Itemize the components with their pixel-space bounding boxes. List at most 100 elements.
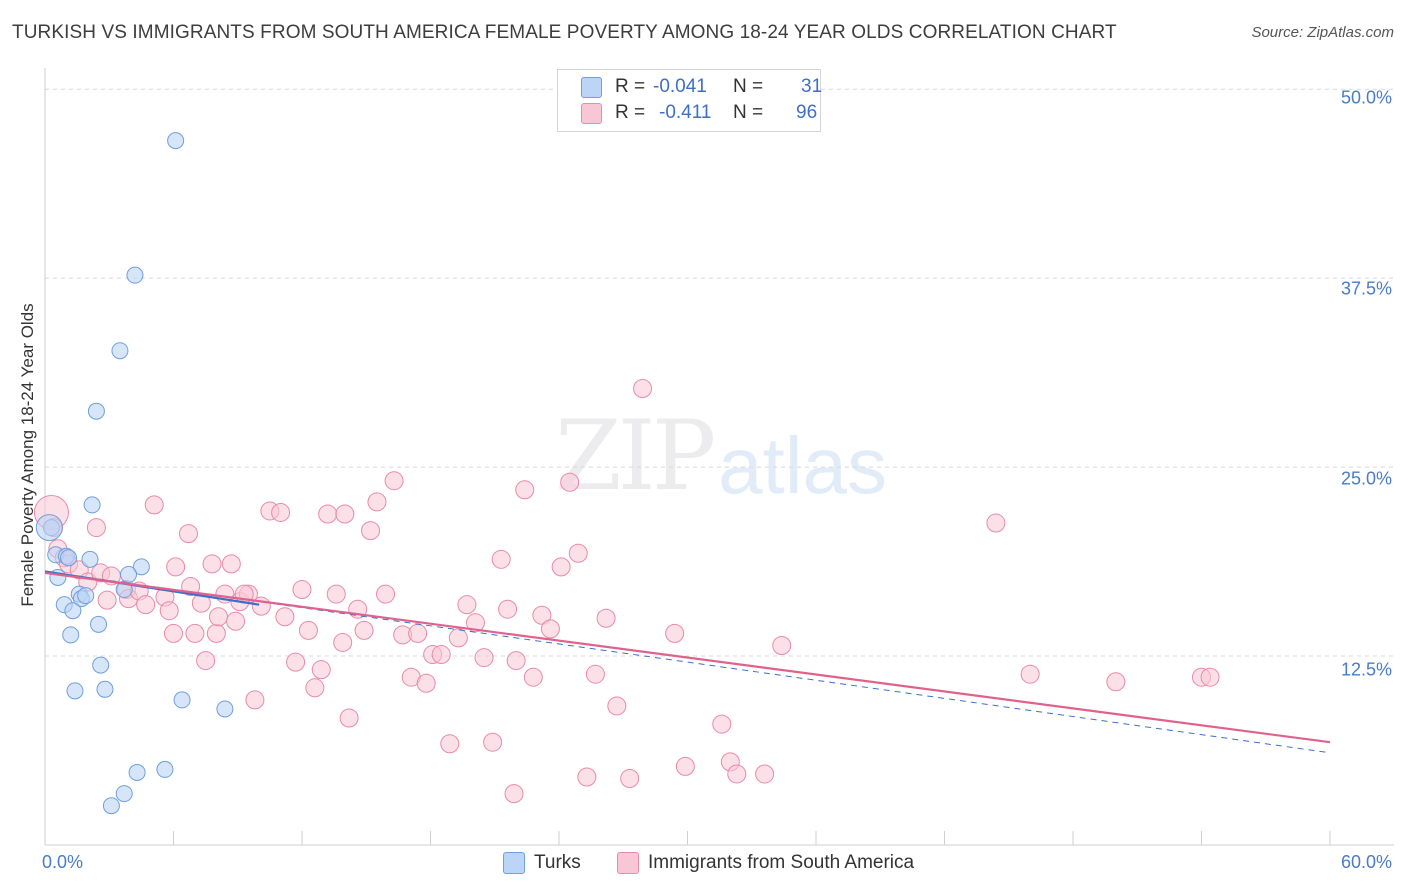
- immigrants-point: [208, 607, 228, 627]
- turks-point: [90, 615, 108, 633]
- immigrants-point: [772, 635, 792, 655]
- immigrants-point: [408, 623, 428, 643]
- turks-point: [216, 700, 234, 718]
- y-tick-label-25: 25.0%: [1340, 468, 1392, 489]
- turks-point: [167, 132, 185, 150]
- stats-box: R = -0.041 N = 31 R = -0.411 N = 96: [557, 69, 823, 132]
- turks-point: [120, 565, 138, 583]
- turks-point: [83, 496, 101, 514]
- immigrants-point: [1200, 667, 1220, 687]
- turks-point: [35, 514, 63, 542]
- turks-point: [66, 682, 84, 700]
- legend-turks-icon: [503, 852, 525, 874]
- immigrants-point: [986, 513, 1006, 533]
- turks-point: [115, 581, 133, 599]
- immigrants-point: [483, 732, 503, 752]
- immigrants-point: [275, 607, 295, 627]
- immigrants-point: [491, 549, 511, 569]
- immigrants-point: [416, 673, 436, 693]
- turks-n-value: 31: [801, 76, 823, 97]
- turks-point: [87, 402, 105, 420]
- turks-point: [77, 587, 95, 605]
- immigrants-point: [384, 471, 404, 491]
- immigrants-point: [560, 472, 580, 492]
- immigrants-point: [596, 608, 616, 628]
- gridlines: [45, 88, 1394, 657]
- turks-point: [173, 691, 191, 709]
- y-tick-label-50: 50.0%: [1340, 87, 1392, 108]
- immigrants-point: [185, 623, 205, 643]
- watermark-zip: ZIP: [555, 400, 716, 512]
- turks-point: [60, 549, 78, 567]
- immigrants-point: [311, 660, 331, 680]
- turks-r-value: -0.041: [653, 76, 707, 97]
- immigrants-n-label: N =: [733, 102, 764, 123]
- immigrants-point: [202, 554, 222, 574]
- immigrants-point: [440, 734, 460, 754]
- immigrants-point: [506, 651, 526, 671]
- immigrants-point: [675, 756, 695, 776]
- legend-immigrants-label: Immigrants from South America: [648, 852, 915, 873]
- turks-point: [156, 760, 174, 778]
- immigrants-point: [448, 628, 468, 648]
- immigrants-point: [431, 645, 451, 665]
- immigrants-point: [577, 767, 597, 787]
- trendlines: [44, 570, 1331, 754]
- immigrants-point: [665, 623, 685, 643]
- immigrants-point: [159, 601, 179, 621]
- immigrants-point: [196, 651, 216, 671]
- immigrants-point: [206, 623, 226, 643]
- immigrants-point: [245, 690, 265, 710]
- immigrants-point: [367, 492, 387, 512]
- immigrants-point: [515, 480, 535, 500]
- immigrants-point: [523, 667, 543, 687]
- immigrants-point: [144, 495, 164, 515]
- immigrants-point: [271, 502, 291, 522]
- immigrants-point: [305, 678, 325, 698]
- watermark-atlas: atlas: [718, 421, 887, 510]
- immigrants-point: [607, 696, 627, 716]
- immigrants-points: [33, 379, 1220, 804]
- y-tick-label-37-5: 37.5%: [1340, 278, 1392, 299]
- immigrants-point: [226, 611, 246, 631]
- y-tick-label-12-5: 12.5%: [1340, 659, 1392, 680]
- legend-turks-label: Turks: [534, 852, 581, 873]
- immigrants-point: [298, 620, 318, 640]
- immigrants-point: [292, 580, 312, 600]
- chart-title: TURKISH VS IMMIGRANTS FROM SOUTH AMERICA…: [12, 22, 1117, 43]
- x-axis-ticks: [173, 831, 1331, 845]
- turks-points: [35, 132, 234, 815]
- turks-point: [102, 797, 120, 815]
- turks-point: [126, 266, 144, 284]
- immigrants-point: [318, 504, 338, 524]
- turks-point: [62, 626, 80, 644]
- turks-point: [115, 785, 133, 803]
- immigrants-r-value: -0.411: [659, 102, 712, 123]
- turks-point: [81, 550, 99, 568]
- immigrants-point: [136, 595, 156, 615]
- immigrants-point: [474, 648, 494, 668]
- turks-point: [92, 656, 110, 674]
- immigrants-point: [361, 521, 381, 541]
- immigrants-point: [585, 664, 605, 684]
- immigrants-point: [354, 620, 374, 640]
- immigrants-point: [178, 524, 198, 544]
- turks-r-label: R =: [615, 76, 646, 97]
- immigrants-point: [620, 768, 640, 788]
- immigrants-trendline-solid: [44, 571, 1331, 744]
- immigrants-point: [164, 623, 183, 643]
- x-tick-label-max: 60.0%: [1340, 852, 1392, 872]
- immigrants-point: [551, 557, 571, 577]
- immigrants-point: [1020, 664, 1040, 684]
- immigrants-point: [376, 584, 396, 604]
- immigrants-point: [532, 605, 552, 625]
- x-tick-label-min: 0.0%: [42, 852, 84, 872]
- immigrants-point: [326, 584, 346, 604]
- y-axis-label: Female Poverty Among 18-24 Year Olds: [18, 303, 37, 607]
- immigrants-point: [568, 543, 588, 563]
- turks-point: [64, 602, 82, 620]
- turks-point: [111, 342, 129, 360]
- immigrants-point: [540, 619, 560, 639]
- immigrants-point: [1106, 672, 1126, 692]
